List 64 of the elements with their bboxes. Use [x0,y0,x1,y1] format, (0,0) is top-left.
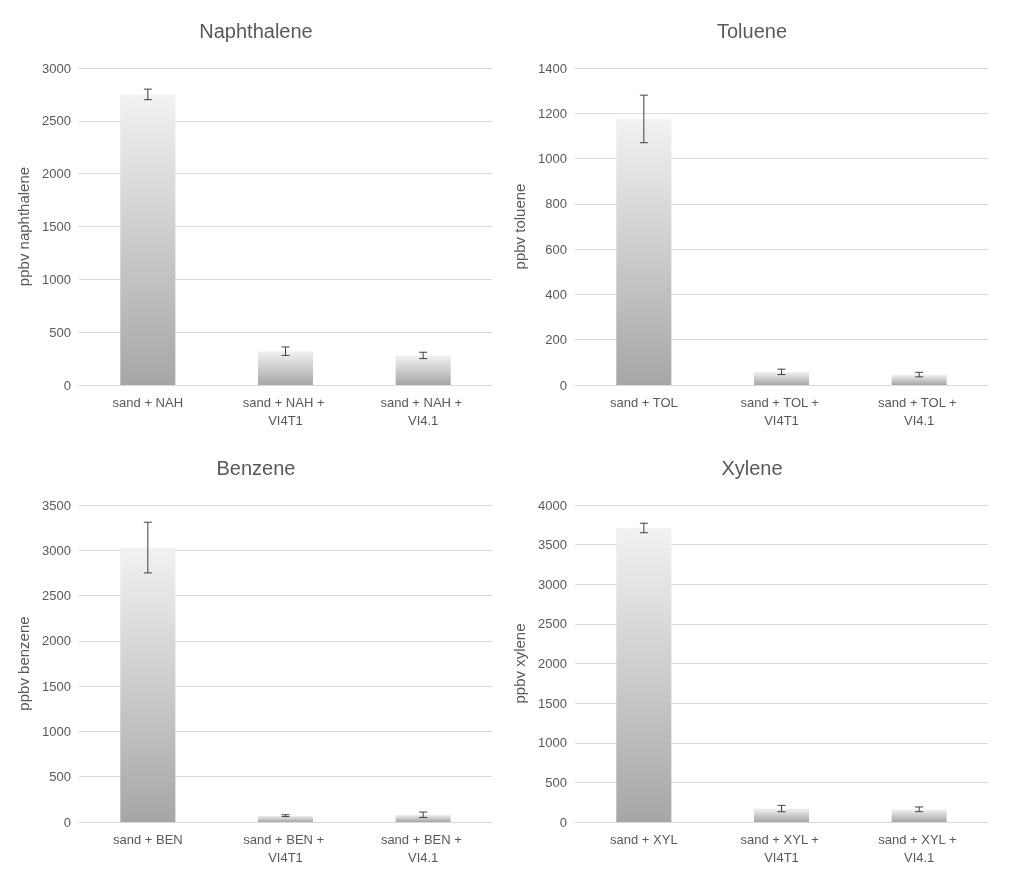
bar [395,355,451,385]
y-tick-label: 3000 [42,542,71,558]
x-tick-label: sand + TOL [609,394,678,410]
chart-title: Toluene [716,20,788,42]
y-tick-label: 1500 [42,678,71,694]
y-tick-label: 0 [559,377,567,393]
y-axis-title: ppbv benzene [15,616,32,711]
x-tick-label: sand + NAH [112,394,184,410]
bar [395,814,451,822]
bar [257,815,314,822]
bar [753,371,810,385]
bar [120,94,176,385]
y-tick-label: 800 [545,196,567,212]
bar [616,118,672,385]
y-axis-title: ppbv naphthalene [15,166,32,287]
y-tick-label: 1200 [538,105,567,121]
bar [891,374,947,385]
y-tick-label: 1500 [42,219,71,234]
y-tick-label: 1000 [42,723,71,739]
y-tick-label: 3500 [538,537,567,553]
y-axis-title: ppbv toluene [511,183,528,270]
y-tick-label: 0 [63,814,71,830]
bar [753,808,810,822]
y-tick-label: 500 [49,769,71,785]
y-tick-label: 2000 [42,633,71,649]
y-tick-label: 3000 [42,60,71,76]
x-tick-label: sand + TOL + VI4.1 [878,394,961,428]
y-tick-label: 2500 [538,616,567,632]
y-tick-label: 1500 [538,695,567,711]
y-tick-label: 600 [545,241,567,257]
y-tick-label: 1000 [538,151,567,167]
x-tick-label: sand + XYL + VI4T1 [740,831,823,865]
chart-title: Xylene [721,457,783,479]
y-tick-label: 1000 [42,271,71,287]
x-tick-label: sand + TOL + VI4T1 [740,394,823,428]
y-tick-label: 500 [49,324,71,340]
y-tick-label: 2500 [42,113,71,129]
y-tick-label: 400 [545,286,567,302]
y-tick-label: 2000 [42,166,71,182]
y-tick-label: 2000 [538,656,567,671]
y-tick-label: 2500 [42,588,71,604]
bar [616,527,672,822]
x-tick-label: sand + XYL [610,831,678,847]
bar [257,351,314,385]
y-tick-label: 500 [545,774,567,790]
x-tick-label: sand + BEN + VI4T1 [243,831,328,865]
bar [120,547,176,822]
x-tick-label: sand + NAH + VI4T1 [242,394,329,428]
y-tick-label: 0 [559,814,567,830]
y-tick-label: 3000 [538,576,567,592]
x-tick-label: sand + BEN [112,831,183,847]
y-tick-label: 0 [63,377,71,393]
y-tick-label: 3500 [42,497,71,513]
y-axis-title: ppbv xylene [511,623,528,704]
chart-title: Naphthalene [199,20,313,42]
x-tick-label: sand + BEN + VI4.1 [380,831,466,865]
y-tick-label: 200 [545,332,567,348]
y-tick-label: 4000 [538,497,567,513]
y-tick-label: 1000 [538,735,567,751]
y-tick-label: 1400 [538,60,567,76]
chart-title: Benzene [216,457,296,479]
bar [891,809,947,822]
x-tick-label: sand + XYL + VI4.1 [878,831,961,865]
x-tick-label: sand + NAH + VI4.1 [380,394,466,428]
